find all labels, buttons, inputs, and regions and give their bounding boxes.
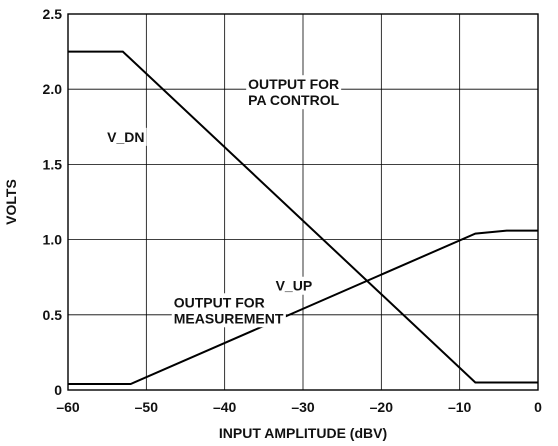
annotation: V_UP [273, 276, 315, 295]
x-axis-label: INPUT AMPLITUDE (dBV) [219, 425, 387, 441]
tick-labels: –60 –50 –40 –30 –20 –10 0 0 0.5 1.0 1.5 2.0 2.5 [43, 6, 543, 415]
x-tick-label: –10 [448, 399, 472, 415]
x-tick-label: 0 [534, 399, 542, 415]
annotation-text: V_UP [276, 278, 313, 294]
series-lines [68, 50, 538, 385]
annotation-text: MEASUREMENT [174, 310, 284, 326]
annotation-bg [105, 127, 147, 146]
annotation-text: PA CONTROL [248, 92, 339, 108]
annotation-text: OUTPUT FOR [248, 76, 339, 92]
x-tick-label: –20 [370, 399, 394, 415]
annotation-text: OUTPUT FOR [174, 294, 265, 310]
y-tick-label: 1.5 [43, 156, 63, 172]
series-line-v-dn [68, 50, 538, 384]
y-tick-label: 0 [54, 382, 62, 398]
annotation-bg [273, 276, 315, 295]
plot-frame [67, 13, 539, 391]
annotation-bg [171, 293, 267, 312]
annotation-bg [246, 91, 342, 110]
x-tick-label: –50 [135, 399, 159, 415]
annotation-text: V_DN [107, 129, 144, 145]
y-tick-label: 1.0 [43, 232, 63, 248]
series-line-v-up [68, 229, 538, 385]
x-tick-label: –30 [291, 399, 315, 415]
y-tick-label: 0.5 [43, 307, 63, 323]
x-tick-label: –60 [56, 399, 80, 415]
y-tick-label: 2.0 [43, 81, 63, 97]
annotation: V_DN [105, 127, 147, 146]
y-axis-label: VOLTS [3, 179, 19, 225]
grid [67, 13, 539, 391]
y-tick-label: 2.5 [43, 6, 63, 22]
annotation-bg [171, 309, 286, 328]
x-tick-label: –40 [213, 399, 237, 415]
annotation-bg [246, 75, 342, 94]
axes [67, 13, 539, 391]
